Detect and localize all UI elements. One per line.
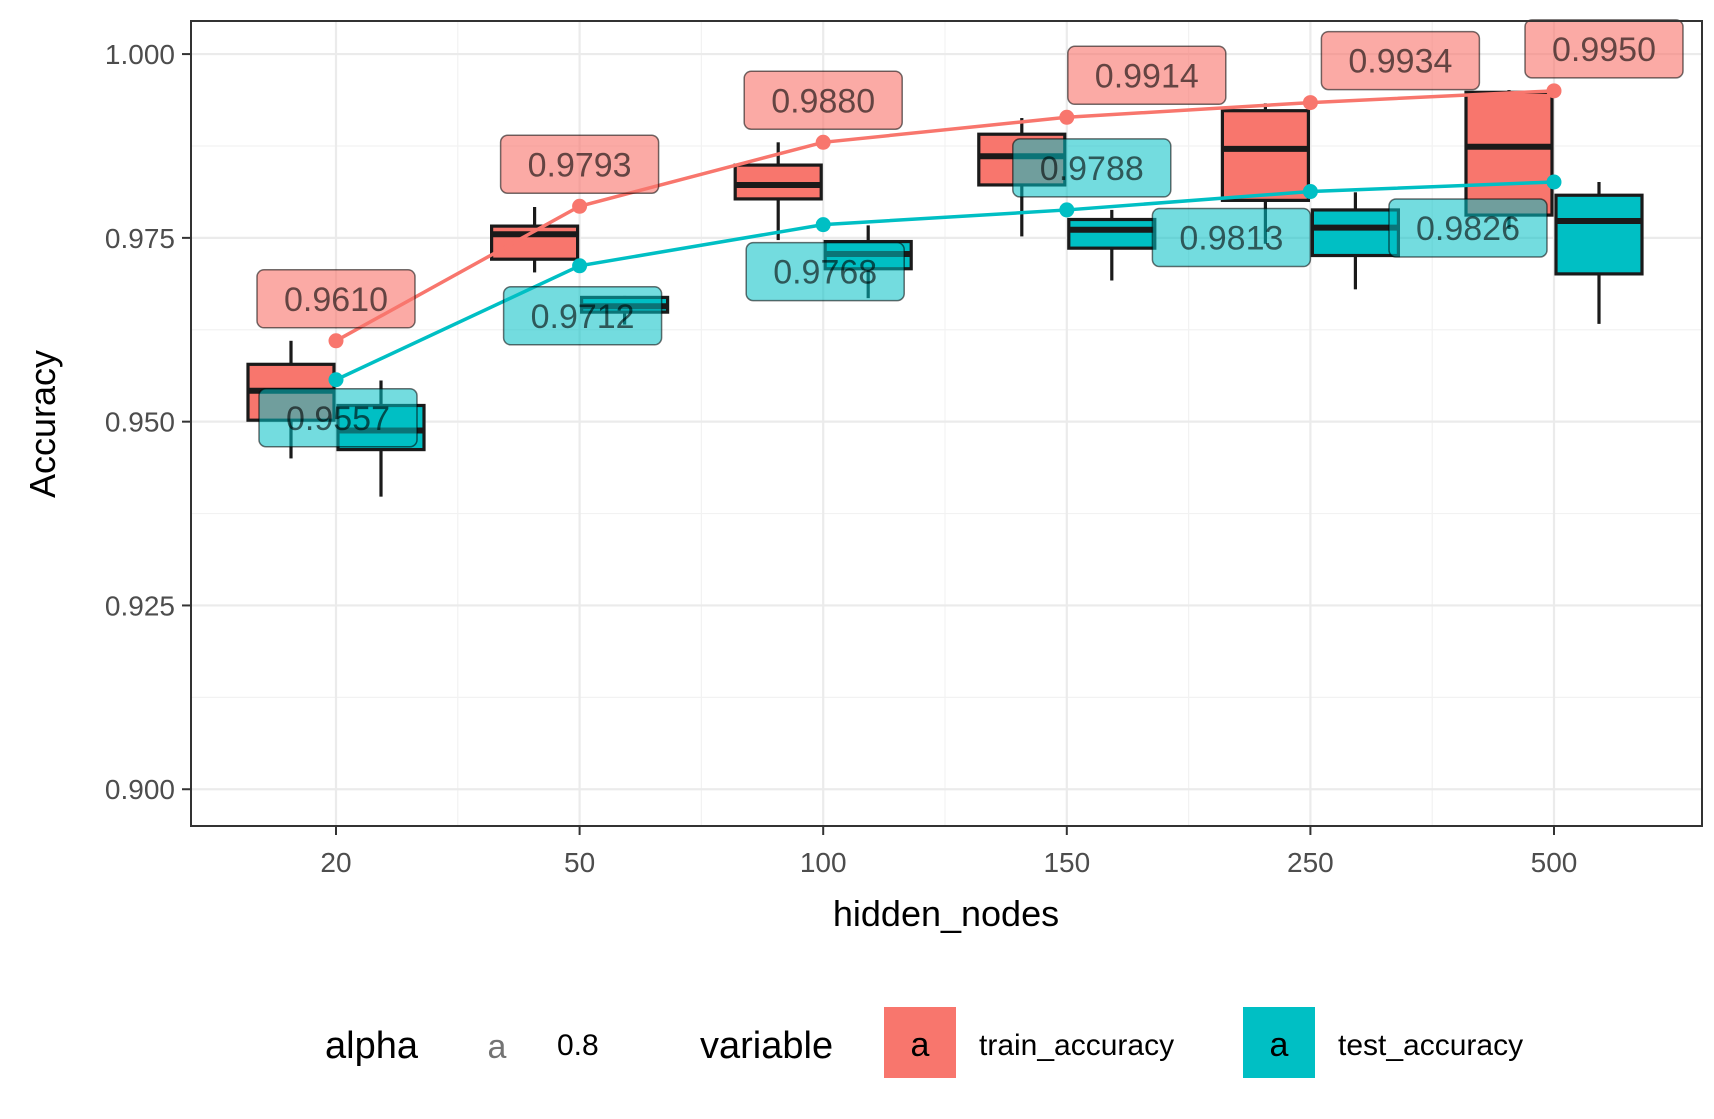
y-tick-label: 0.950 [105,407,175,438]
point-test_accuracy [328,372,344,388]
box-test_accuracy [1310,208,1401,258]
label-box-train_accuracy [499,134,660,195]
point-test_accuracy [1302,184,1318,200]
point-test_accuracy [815,217,831,233]
point-test_accuracy [1546,174,1562,190]
label-box-test_accuracy [1151,207,1312,268]
y-tick-label: 0.925 [105,590,175,621]
legend-key-train-glyph: a [911,1026,930,1064]
data-label-test_accuracy: 0.9768 [773,254,877,292]
data-label-test_accuracy: 0.9712 [531,298,635,336]
data-label-train_accuracy: 0.9934 [1348,43,1452,81]
label-box-test_accuracy [745,241,905,302]
data-label-test_accuracy: 0.9557 [286,400,390,438]
point-train_accuracy [1302,95,1318,111]
x-tick-label: 50 [564,847,595,878]
label-box-train_accuracy [743,70,903,131]
x-tick-label: 150 [1043,847,1090,878]
legend-key-test-glyph: a [1270,1026,1289,1064]
label-box-test_accuracy [1388,198,1548,258]
box-test_accuracy [1067,217,1157,250]
legend-alpha-key: a [488,1028,507,1066]
line-train_accuracy [335,89,1555,343]
legend-key-test [1243,1007,1315,1078]
label-box-train_accuracy [1320,30,1481,91]
panel-border [190,20,1703,827]
label-box-train_accuracy [1067,45,1227,106]
data-label-train_accuracy: 0.9880 [771,82,875,120]
box-train_accuracy [1220,109,1311,202]
legend-label-test: test_accuracy [1338,1029,1523,1062]
line-test_accuracy [335,180,1555,382]
y-tick-label: 0.900 [105,774,175,805]
x-axis-title: hidden_nodes [833,893,1059,934]
data-label-train_accuracy: 0.9914 [1095,57,1199,95]
label-box-train_accuracy [256,269,416,329]
y-tick-label: 0.975 [105,223,175,254]
point-train_accuracy [1059,109,1075,125]
point-train_accuracy [572,198,588,214]
y-tick-label: 1.000 [105,39,175,70]
legend-label-train: train_accuracy [979,1029,1174,1062]
point-test_accuracy [1059,202,1075,218]
point-test_accuracy [572,258,588,274]
x-tick-label: 100 [800,847,847,878]
box-train_accuracy [1464,90,1554,217]
data-label-test_accuracy: 0.9813 [1179,220,1283,258]
label-box-test_accuracy [258,388,418,448]
y-axis-title: Accuracy [22,350,63,498]
legend-variable-title: variable [700,1025,833,1067]
legend: alpha a 0.8 variable a train_accuracy a … [325,1007,1523,1078]
point-train_accuracy [328,333,344,349]
label-layer: 0.9610 0.9793 0.9880 0.9914 0.9934 0.9950 0.95… [256,19,1684,448]
x-tick-label: 20 [320,847,351,878]
legend-alpha-value: 0.8 [557,1029,599,1062]
label-box-test_accuracy [502,286,663,346]
data-label-train_accuracy: 0.9793 [528,146,632,184]
point-train_accuracy [1546,83,1562,99]
line-layer [328,83,1562,388]
point-train_accuracy [815,134,831,150]
data-label-train_accuracy: 0.9610 [284,281,388,319]
legend-alpha-title: alpha [325,1025,419,1067]
data-label-train_accuracy: 0.9950 [1552,31,1656,69]
x-axis: 20 50 100 150 250 500 [320,826,1577,878]
box-test_accuracy [1554,193,1644,276]
label-box-test_accuracy [1012,138,1172,198]
y-axis: 0.900 0.925 0.950 0.975 1.000 [105,39,191,805]
data-label-test_accuracy: 0.9826 [1416,210,1520,248]
x-tick-label: 250 [1287,847,1334,878]
x-tick-label: 500 [1531,847,1578,878]
label-box-train_accuracy [1524,19,1684,79]
data-label-test_accuracy: 0.9788 [1040,150,1144,188]
legend-key-train [884,1007,956,1078]
